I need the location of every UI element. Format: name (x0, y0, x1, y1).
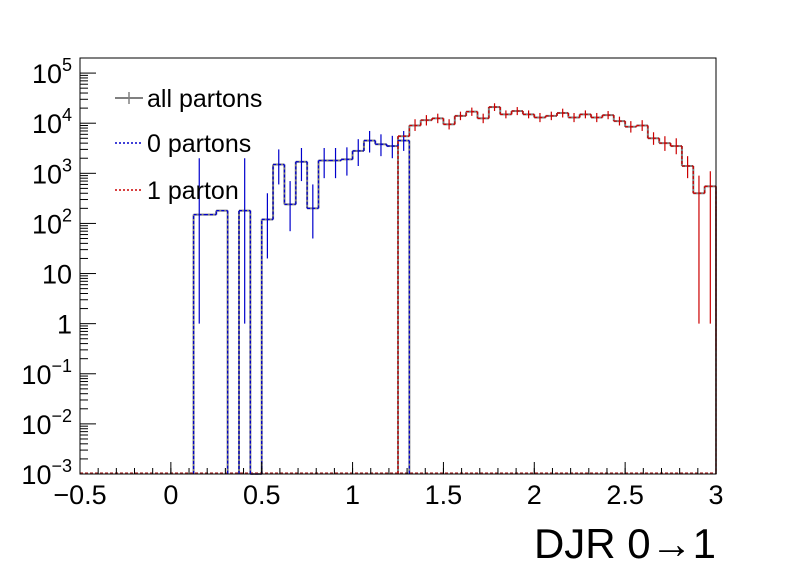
series-0-partons (192, 130, 411, 475)
legend-label: all partons (147, 85, 262, 113)
y-tick-label: 102 (32, 205, 72, 239)
y-tick-label: 10−1 (21, 356, 72, 390)
x-tick-label: 2.5 (606, 480, 644, 510)
x-tick-label: 2 (527, 480, 542, 510)
legend-label: 0 partons (147, 130, 251, 158)
plot-frame (79, 57, 717, 475)
x-tick-label: 0.5 (243, 480, 281, 510)
y-tick-label: 10−2 (21, 406, 72, 440)
y-tick-label: 10 (42, 260, 72, 290)
y-tick-label: 10−3 (21, 456, 72, 490)
x-axis-title: DJR 0→1 (534, 520, 716, 567)
y-tick-label: 1 (57, 310, 72, 340)
legend-label: 1 parton (147, 177, 239, 205)
x-tick-label: −0.5 (53, 480, 106, 510)
x-tick-label: 1 (345, 480, 360, 510)
y-tick-label: 105 (32, 55, 72, 89)
y-tick-label: 103 (32, 155, 72, 189)
legend: all partons 0 partons 1 parton (115, 85, 262, 205)
x-tick-label: 1.5 (425, 480, 463, 510)
y-tick-label: 104 (32, 105, 72, 139)
x-tick-label: 0 (163, 480, 178, 510)
x-tick-label: 3 (708, 480, 723, 510)
